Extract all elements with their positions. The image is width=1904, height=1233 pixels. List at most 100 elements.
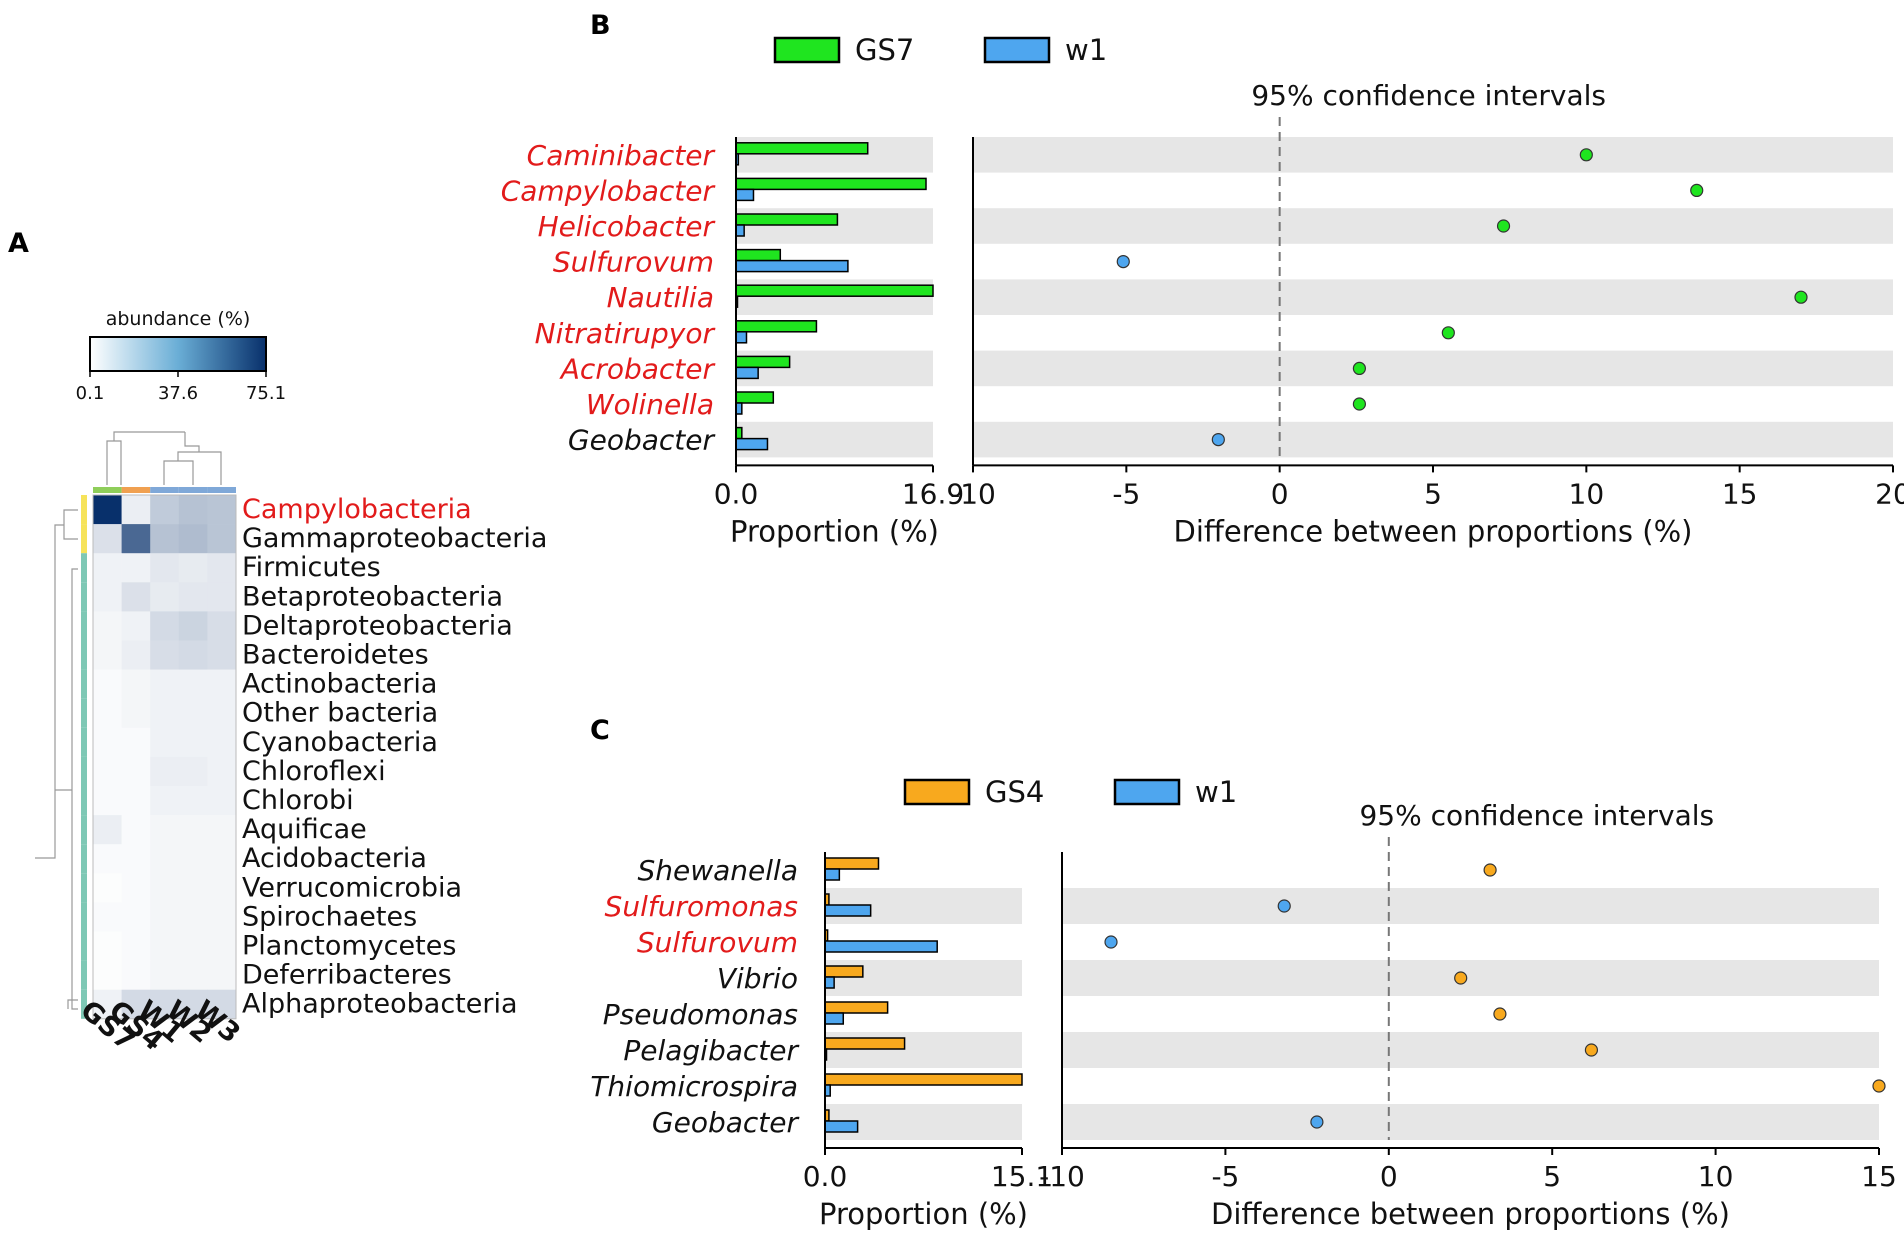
bar-gs4	[824, 1001, 889, 1014]
heatmap-cell	[93, 727, 122, 758]
heatmap-cell	[150, 786, 180, 816]
heatmap-cell	[178, 669, 208, 699]
heatmap-cell	[121, 989, 151, 1020]
category-label: Sulfuromonas	[605, 890, 798, 923]
row-label: Planctomycetes	[242, 931, 456, 962]
heatmap-cell	[207, 902, 237, 932]
heatmap-cell	[121, 873, 151, 903]
heatmap-cell	[207, 553, 237, 583]
row-group-bar	[81, 756, 87, 786]
bar-gs7	[735, 320, 818, 333]
column-dendrogram	[106, 431, 222, 485]
bar-gs7	[735, 177, 927, 191]
bar-gs4	[824, 1073, 1023, 1086]
legend-swatch-w1	[1113, 778, 1181, 806]
difference-point	[1584, 1043, 1599, 1057]
heatmap-cell	[207, 698, 237, 729]
row-label: Bacteroidetes	[242, 640, 429, 671]
row-label: Alphaproteobacteria	[242, 989, 518, 1020]
row-label: Chlorobi	[242, 785, 354, 816]
heatmap-cell	[207, 989, 237, 1020]
row-label: Campylobacteria	[242, 494, 472, 525]
bar-w1	[824, 976, 835, 989]
difference-axis-label: Difference between proportions (%)	[1174, 514, 1693, 548]
heatmap-cell	[121, 844, 151, 874]
row-label: Betaproteobacteria	[242, 581, 503, 612]
row-group-bar	[81, 553, 87, 583]
difference-tick-label: -10	[1039, 1160, 1085, 1193]
difference-tick-label: -5	[1112, 477, 1140, 510]
heatmap-cell	[150, 844, 180, 874]
heatmap-cell	[207, 931, 237, 961]
heatmap-cell	[207, 873, 237, 903]
row-label: Spirochaetes	[242, 901, 417, 932]
proportion-tick-label: 16.9	[902, 477, 964, 510]
category-label: Geobacter	[652, 1106, 800, 1139]
bar-w1	[735, 366, 759, 380]
difference-point	[1277, 899, 1291, 913]
row-band	[1062, 960, 1879, 996]
difference-tick-label: 10	[1569, 477, 1605, 510]
heatmap-cell	[121, 756, 151, 787]
heatmap-cell	[207, 756, 237, 787]
row-label: Aquificae	[242, 814, 367, 845]
column-group-bar	[150, 487, 179, 493]
difference-point	[1579, 148, 1593, 162]
legend-label-gs4: GS4	[985, 775, 1044, 809]
heatmap-cell	[178, 582, 208, 612]
difference-point	[1352, 361, 1367, 375]
bar-w1	[824, 940, 938, 953]
category-label: Nautilia	[607, 281, 714, 314]
row-band	[973, 421, 1893, 458]
row-band	[1062, 1032, 1879, 1068]
heatmap-cell	[121, 727, 151, 758]
heatmap-cell	[93, 844, 122, 874]
heatmap-cell	[93, 960, 122, 990]
difference-tick-label: 15	[1861, 1160, 1897, 1193]
bar-gs7	[735, 355, 791, 369]
row-label: Deferribacteres	[242, 960, 452, 991]
category-label: Caminibacter	[527, 139, 716, 172]
difference-point	[1872, 1079, 1886, 1093]
category-label: Sulfurovum	[637, 926, 798, 959]
panel-a-heatmap: abundance (%) 0.1 37.6 75.1 CampylobacteriaG…	[35, 308, 547, 1057]
heatmap-cell	[150, 698, 180, 729]
bar-w1	[824, 1012, 845, 1025]
difference-point	[1483, 863, 1497, 877]
heatmap-cell	[93, 756, 122, 787]
proportion-tick-label: 0.0	[714, 477, 759, 510]
difference-axis-label: Difference between proportions (%)	[1211, 1197, 1730, 1231]
heatmap-cell	[121, 786, 151, 816]
colorbar-title: abundance (%)	[106, 308, 251, 330]
difference-point	[1690, 183, 1704, 197]
bar-gs4	[824, 1037, 906, 1050]
heatmap-cell	[178, 553, 208, 583]
category-label: Vibrio	[717, 962, 798, 995]
row-group-bar	[81, 495, 87, 525]
heatmap-cell	[121, 931, 151, 961]
heatmap-cell	[121, 582, 151, 612]
heatmap-cell	[207, 844, 237, 874]
heatmap-cell	[150, 582, 180, 612]
heatmap-cell	[150, 495, 180, 525]
heatmap-cell	[121, 669, 151, 699]
row-group-bar	[81, 611, 87, 641]
heatmap-cell	[121, 553, 151, 583]
row-band	[973, 279, 1893, 315]
row-group-bar	[81, 698, 87, 728]
colorbar	[89, 336, 267, 372]
row-group-bar	[81, 931, 87, 961]
category-label: Thiomicrospira	[590, 1070, 798, 1103]
heatmap-cell	[121, 524, 151, 554]
heatmap-border	[92, 494, 237, 1020]
row-group-bar	[81, 669, 87, 699]
row-group-bar	[81, 873, 87, 903]
heatmap-cell	[93, 902, 122, 932]
heatmap-cell	[150, 611, 180, 641]
heatmap-cell	[150, 553, 180, 583]
difference-point	[1454, 971, 1468, 985]
row-group-bar	[81, 524, 87, 554]
panel-letter-b: B	[590, 10, 611, 41]
row-label: Firmicutes	[242, 552, 381, 583]
bar-w1	[735, 437, 769, 451]
